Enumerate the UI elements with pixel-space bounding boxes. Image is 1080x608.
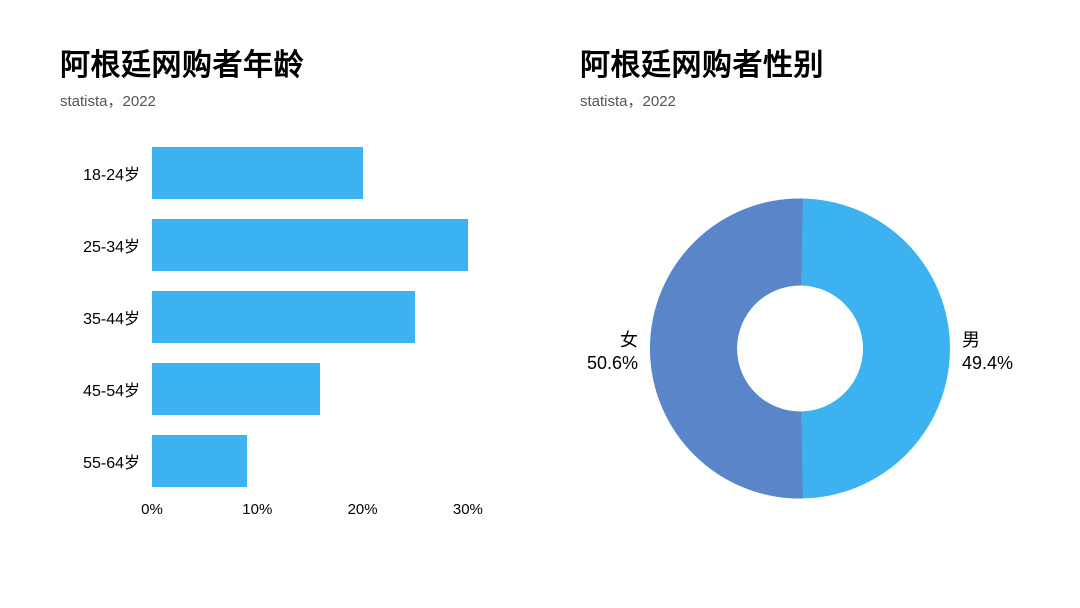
donut-label-pct: 50.6%	[587, 352, 638, 375]
donut-label-female: 女 50.6%	[587, 329, 650, 376]
age-bars: 18-24岁 25-34岁 35-44岁	[60, 141, 510, 501]
bar-row: 45-54岁	[60, 357, 510, 421]
bar-fill	[152, 363, 320, 415]
bar-row: 35-44岁	[60, 285, 510, 349]
bar-label: 45-54岁	[60, 377, 152, 401]
age-x-axis: 0% 10% 20% 30%	[152, 501, 510, 531]
bar-track	[152, 219, 510, 271]
age-bar-chart: 18-24岁 25-34岁 35-44岁	[60, 141, 510, 541]
bar-label: 55-64岁	[60, 449, 152, 473]
donut-slice-male	[800, 199, 950, 499]
donut-label-male: 男 49.4%	[950, 329, 1013, 376]
axis-tick: 30%	[453, 501, 483, 518]
axis-tick: 0%	[141, 501, 163, 518]
gender-title: 阿根廷网购者性别	[580, 40, 1020, 84]
gender-donut-chart: 女 50.6% 男 49.4%	[580, 141, 1020, 561]
age-subtitle: statista，2022	[60, 90, 510, 111]
donut-label-pct: 49.4%	[962, 352, 1013, 375]
donut-slice-female	[650, 199, 803, 499]
bar-fill	[152, 291, 415, 343]
donut-label-text: 男	[962, 330, 980, 350]
bar-track	[152, 147, 510, 199]
bar-label: 25-34岁	[60, 233, 152, 257]
gender-panel: 阿根廷网购者性别 statista，2022 女 50.6% 男 49.4%	[540, 0, 1080, 608]
bar-row: 25-34岁	[60, 213, 510, 277]
bar-row: 55-64岁	[60, 429, 510, 493]
donut-wrap	[650, 199, 950, 504]
gender-subtitle: statista，2022	[580, 90, 1020, 111]
donut-label-text: 女	[620, 330, 638, 350]
axis-tick: 20%	[348, 501, 378, 518]
age-title: 阿根廷网购者年龄	[60, 40, 510, 84]
page: 阿根廷网购者年龄 statista，2022 18-24岁 25-34岁 3	[0, 0, 1080, 608]
bar-label: 35-44岁	[60, 305, 152, 329]
axis-tick: 10%	[242, 501, 272, 518]
age-panel: 阿根廷网购者年龄 statista，2022 18-24岁 25-34岁 3	[0, 0, 540, 608]
bar-fill	[152, 219, 468, 271]
bar-track	[152, 363, 510, 415]
bar-row: 18-24岁	[60, 141, 510, 205]
bar-track	[152, 435, 510, 487]
bar-track	[152, 291, 510, 343]
bar-fill	[152, 435, 247, 487]
donut-svg	[650, 199, 950, 499]
bar-label: 18-24岁	[60, 161, 152, 185]
bar-fill	[152, 147, 363, 199]
